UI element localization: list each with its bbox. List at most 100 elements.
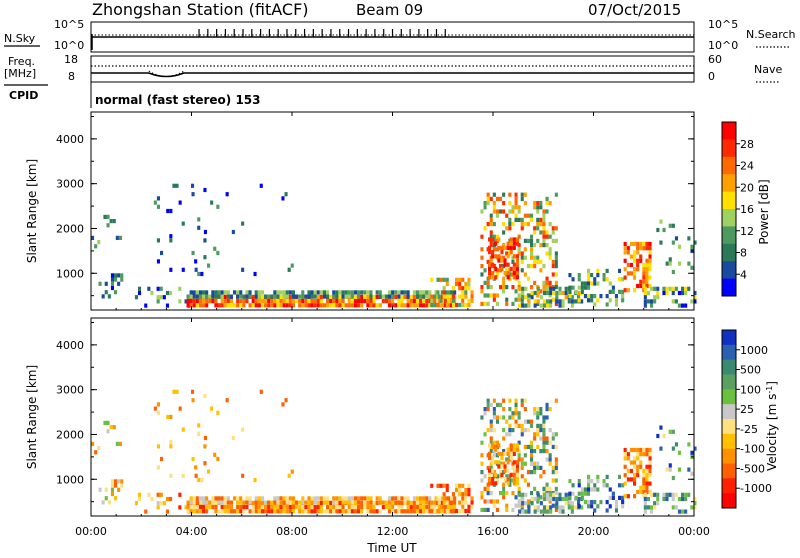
velocity-cell — [253, 477, 257, 483]
power-cell — [533, 259, 537, 264]
velocity-cell — [642, 447, 646, 453]
velocity-cell — [492, 470, 496, 475]
velocity-cell — [549, 496, 553, 502]
velocity-cell — [486, 407, 490, 412]
velocity-cell — [492, 415, 496, 420]
power-cell — [491, 237, 495, 242]
power-cell — [523, 201, 527, 206]
velocity-cell — [461, 508, 465, 514]
power-cell — [251, 294, 255, 299]
power-cell — [648, 258, 652, 263]
power-cell — [384, 299, 388, 304]
power-cell — [326, 303, 330, 308]
power-cell — [570, 303, 574, 308]
power-cell — [548, 201, 552, 206]
power-cell — [497, 258, 501, 263]
power-cell — [428, 303, 432, 308]
power-cell — [338, 299, 342, 304]
power-cell — [674, 299, 678, 304]
power-cell — [194, 259, 198, 264]
velocity-cell — [440, 509, 444, 514]
power-cell — [425, 290, 429, 295]
velocity-cell — [381, 505, 385, 510]
power-cell — [229, 303, 233, 308]
velocity-cell — [486, 499, 490, 504]
power-cell — [530, 295, 534, 300]
velocity-cell — [203, 393, 207, 399]
velocity-cell — [511, 428, 515, 433]
velocity-cell — [486, 398, 490, 403]
velocity-cell — [483, 486, 487, 491]
colorbar-segment — [722, 278, 736, 297]
power-cell — [491, 271, 495, 276]
velocity-cell — [217, 509, 221, 514]
power-cell — [391, 290, 395, 295]
colorbar-segment — [722, 404, 736, 420]
power-cell — [229, 299, 233, 304]
power-cell — [514, 297, 518, 302]
power-cell — [629, 254, 633, 259]
power-cell — [515, 254, 519, 259]
velocity-cell — [282, 500, 286, 505]
power-cell — [545, 201, 549, 206]
power-cell — [494, 266, 498, 271]
power-cell — [220, 294, 224, 299]
velocity-cell — [422, 509, 426, 514]
power-cell — [282, 294, 286, 299]
power-cell — [558, 303, 562, 308]
velocity-cell — [520, 423, 524, 428]
power-cell — [508, 272, 512, 277]
power-cell — [147, 286, 151, 291]
power-cell — [231, 229, 235, 235]
power-cell — [681, 286, 685, 291]
velocity-cell — [251, 505, 255, 510]
power-cell — [542, 290, 546, 296]
power-cell — [223, 299, 227, 304]
power-cell — [453, 290, 457, 295]
power-cell — [512, 254, 516, 259]
velocity-cell — [515, 460, 519, 465]
velocity-cell — [648, 481, 652, 486]
power-cell — [117, 273, 121, 278]
power-cell — [515, 241, 519, 246]
colorbar-tick-label: 28 — [740, 138, 754, 151]
colorbar-segment — [722, 139, 736, 158]
velocity-cell — [633, 460, 637, 465]
velocity-cell — [626, 456, 630, 461]
colorbar-tick-label: -1000 — [740, 482, 772, 495]
velocity-cell — [502, 495, 506, 500]
velocity-cell — [542, 492, 546, 497]
velocity-cell — [455, 487, 459, 493]
velocity-cell — [486, 428, 490, 433]
velocity-cell — [648, 456, 652, 461]
power-cell — [533, 201, 537, 206]
velocity-cell — [520, 461, 524, 466]
power-cell — [313, 294, 317, 299]
velocity-cell — [319, 500, 323, 505]
power-cell — [400, 303, 404, 308]
power-cell — [211, 290, 215, 295]
power-cell — [445, 281, 449, 287]
velocity-cell — [495, 507, 499, 512]
power-cell — [257, 299, 261, 304]
y-tick-label: 2000 — [56, 222, 84, 235]
power-cell — [335, 290, 339, 295]
velocity-cell — [577, 504, 581, 509]
velocity-cell — [260, 509, 264, 514]
velocity-cell — [642, 477, 646, 482]
velocity-cell — [511, 491, 515, 496]
velocity-cell — [570, 509, 574, 514]
velocity-cell — [564, 496, 568, 502]
velocity-cell — [415, 509, 419, 514]
power-cell — [260, 290, 264, 295]
power-cell — [608, 298, 612, 303]
power-cell — [555, 290, 559, 296]
power-cell — [488, 237, 492, 242]
velocity-cell — [344, 509, 348, 514]
velocity-cell — [223, 505, 227, 510]
velocity-cell — [512, 460, 516, 465]
velocity-cell — [648, 460, 652, 465]
power-cell — [254, 299, 258, 304]
power-cell — [530, 285, 534, 290]
